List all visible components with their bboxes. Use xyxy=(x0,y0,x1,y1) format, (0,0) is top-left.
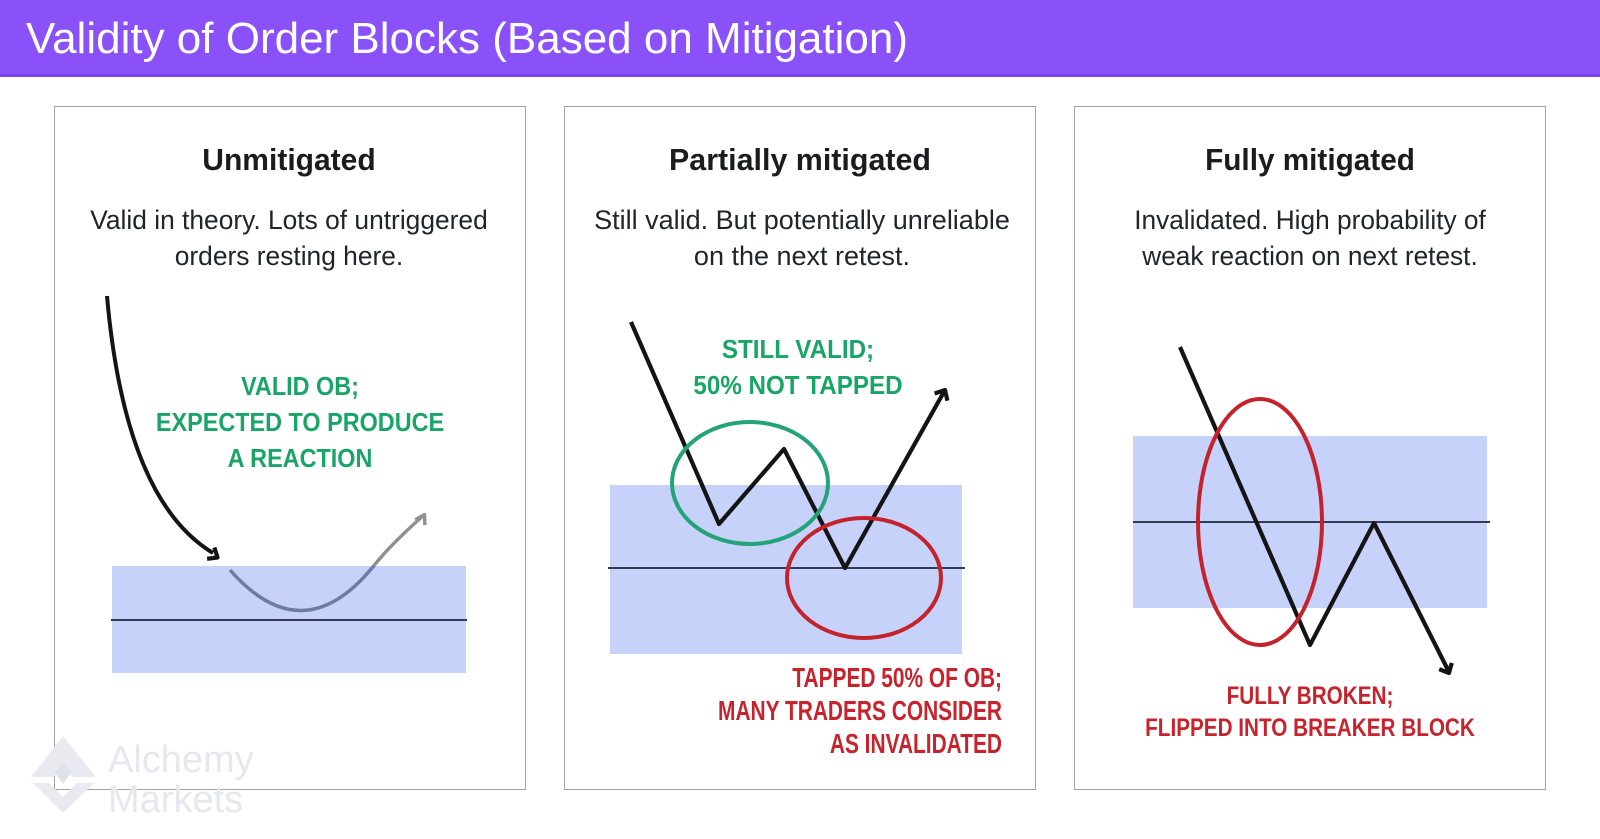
svg-text:Alchemy: Alchemy xyxy=(108,739,254,781)
svg-text:Markets: Markets xyxy=(108,779,243,821)
